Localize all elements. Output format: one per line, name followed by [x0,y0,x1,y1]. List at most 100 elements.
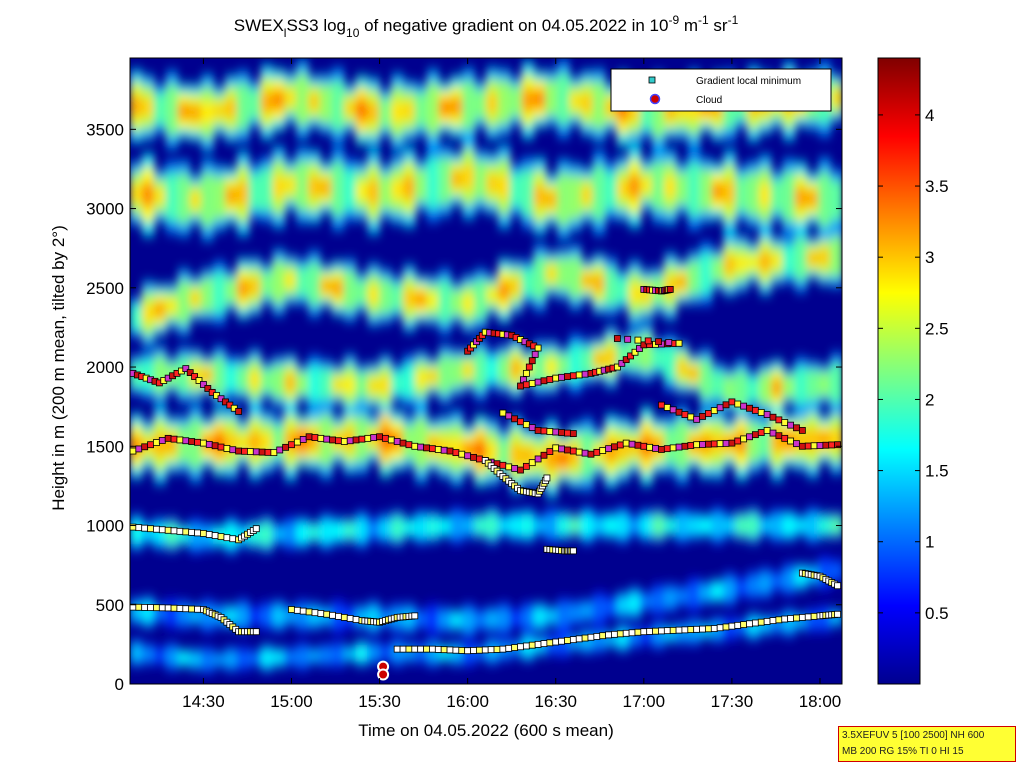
heatmap-cell [426,371,440,382]
gradient-minimum-marker [464,452,472,460]
heatmap-cell [213,654,226,666]
heatmap-cell [794,367,808,405]
gradient-minimum-marker [705,440,712,448]
gradient-minimum-marker [352,616,360,623]
legend-label-cloud: Cloud [696,95,722,106]
gradient-minimum-marker [176,605,184,612]
gradient-minimum-marker [646,628,654,635]
heatmap-cell [296,160,309,211]
heatmap-cell [735,516,749,535]
heatmap-cell [248,278,262,295]
heatmap-cell [509,443,523,467]
gradient-minimum-marker [798,442,806,450]
gradient-minimum-marker [787,421,795,429]
gradient-minimum-marker [611,630,618,638]
heatmap-cell [402,363,416,398]
gradient-minimum-marker [693,625,701,633]
heatmap-cell [533,90,547,108]
heatmap-cell [675,360,689,376]
heatmap-cell [604,171,618,210]
gradient-minimum-marker [816,442,824,449]
heatmap-cell [224,277,238,304]
heatmap-cell [426,293,440,308]
heatmap-cell [284,374,298,391]
gradient-minimum-marker [669,626,677,634]
gradient-minimum-marker [534,427,542,434]
heatmap-cell [794,186,808,209]
gradient-minimum-marker [329,611,336,619]
gradient-minimum-marker [666,285,674,293]
heatmap-cell [355,371,369,400]
heatmap-cell [675,275,689,289]
gradient-minimum-marker [646,443,654,451]
gradient-minimum-marker [622,356,630,364]
gradient-minimum-marker [176,527,184,535]
heatmap-cell [319,279,333,293]
gradient-minimum-marker [581,634,589,642]
heatmap-cell [782,244,796,276]
heatmap-cell [224,363,238,392]
gradient-minimum-marker [252,628,260,636]
heatmap-cell [735,580,749,595]
heatmap-cell [438,355,452,394]
heatmap-cell [201,277,215,313]
gradient-minimum-marker [429,445,436,453]
heatmap-cell [569,93,582,109]
heatmap-cell [770,514,784,537]
heatmap-cell [818,371,832,398]
gradient-minimum-marker [581,370,589,378]
gradient-minimum-marker [252,448,260,456]
heatmap-cell [497,281,511,301]
heatmap-cell [331,161,345,217]
heatmap-cell [236,605,250,627]
heatmap-cell [414,417,428,470]
heatmap-cell [557,173,571,226]
gradient-minimum-marker [540,427,548,435]
heatmap-cell [818,516,832,535]
heatmap-cell [213,272,226,314]
heatmap-cell [141,182,155,207]
heatmap-cell [557,603,571,626]
gradient-minimum-marker [464,647,472,655]
title-part-5: sr [709,16,728,35]
gradient-minimum-marker [716,624,724,632]
gradient-minimum-marker [252,525,260,533]
heatmap-cell [711,583,725,599]
heatmap-cell [616,179,630,199]
heatmap-cell [450,356,464,388]
heatmap-cell [343,169,357,211]
heatmap-cell [272,90,286,110]
heatmap-cell [794,237,808,281]
heatmap-cell [165,299,179,313]
heatmap-cell [462,364,476,377]
heatmap-cell [545,609,559,623]
heatmap-cell [711,513,725,538]
gradient-minimum-marker [305,608,313,616]
gradient-minimum-marker [511,415,519,423]
heatmap-cell [580,513,594,538]
heatmap-cell [367,102,381,123]
heatmap-cell [367,285,381,304]
gradient-minimum-marker [329,436,336,444]
heatmap-cell [521,607,535,628]
heatmap-cell [438,518,452,534]
heatmap-cell [379,376,393,394]
gradient-minimum-marker [675,443,683,451]
heatmap-cell [379,646,393,659]
heatmap-cell [782,515,796,536]
heatmap-cell [462,609,476,632]
gradient-minimum-marker [188,528,196,536]
heatmap-cell [355,182,369,200]
heatmap-cell [747,576,760,595]
gradient-minimum-marker [705,410,712,417]
heatmap-cell [474,349,487,390]
gradient-minimum-marker [622,629,630,637]
title-part-1: SWEX [234,16,284,35]
gradient-minimum-marker [528,641,536,649]
gradient-minimum-marker [200,381,207,388]
heatmap-cell [474,160,487,201]
heatmap-cell [201,101,215,125]
gradient-minimum-marker [681,626,689,634]
heatmap-cell [308,524,321,540]
gradient-minimum-marker [393,645,401,653]
